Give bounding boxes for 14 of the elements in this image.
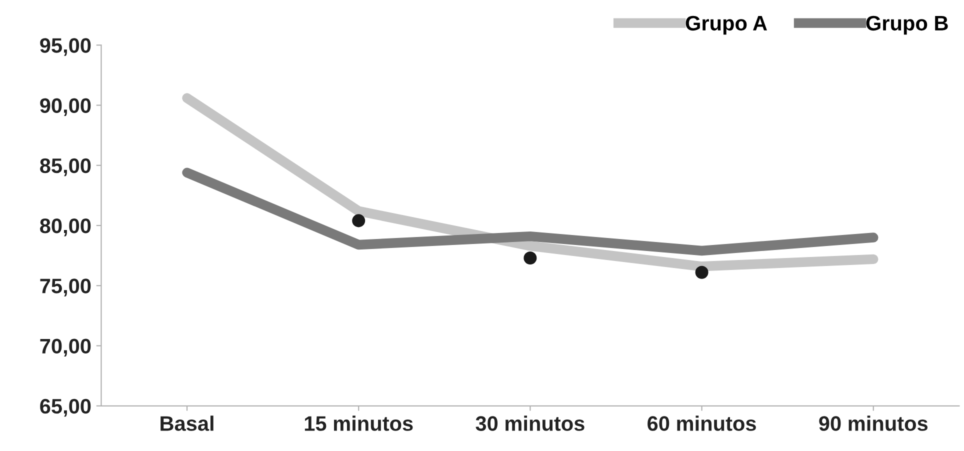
y-tick-label: 95,00 [40, 38, 91, 56]
x-tick-label: 30 minutos [476, 416, 584, 431]
y-tick-label: 65,00 [40, 398, 91, 417]
x-tick-label: 90 minutos [819, 416, 928, 431]
y-tick-label: 70,00 [40, 338, 91, 357]
x-tick-label: 15 minutos [304, 416, 413, 431]
y-tick-label: 85,00 [40, 158, 91, 176]
x-tick-label: 60 minutos [648, 416, 756, 431]
x-tick-label: Basal [160, 416, 214, 431]
y-tick-label: 80,00 [40, 218, 91, 236]
legend-label: Grupo B [866, 16, 948, 35]
y-tick-label: 75,00 [40, 278, 91, 296]
legend-label: Grupo A [686, 16, 767, 35]
y-tick-label: 90,00 [40, 98, 91, 116]
